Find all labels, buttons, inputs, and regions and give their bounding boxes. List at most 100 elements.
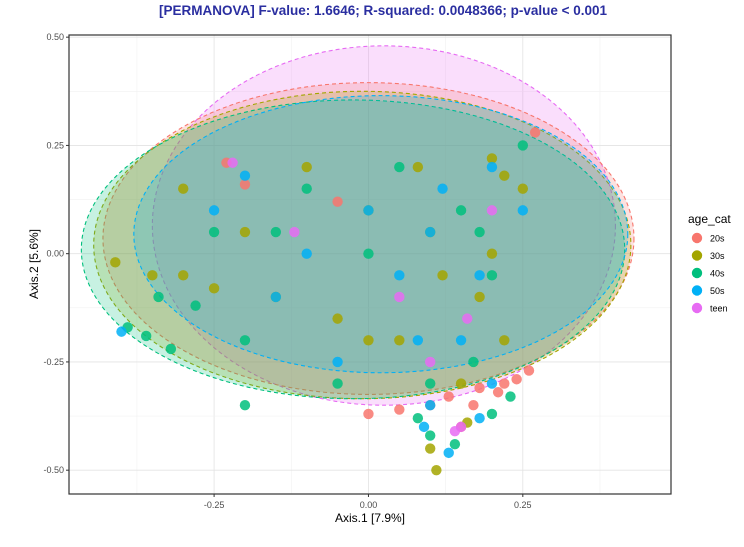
y-tick-label: -0.50 bbox=[43, 465, 64, 475]
point-20s bbox=[499, 378, 510, 389]
point-30s bbox=[499, 170, 510, 181]
point-40s bbox=[270, 226, 282, 238]
legend: age_cat 20s 30s 40s 50s teen bbox=[688, 212, 731, 314]
point-40s bbox=[332, 378, 343, 389]
point-50s bbox=[425, 400, 436, 411]
legend-label-40s: 40s bbox=[710, 269, 725, 279]
point-50s bbox=[270, 291, 282, 303]
point-40s bbox=[394, 161, 405, 173]
point-30s bbox=[178, 183, 189, 194]
x-axis-label: Axis.1 [7.9%] bbox=[335, 511, 405, 525]
point-20s bbox=[443, 391, 454, 402]
point-20s bbox=[474, 382, 485, 394]
point-teen bbox=[425, 356, 436, 368]
point-50s bbox=[455, 335, 467, 346]
point-50s bbox=[437, 183, 448, 194]
point-40s bbox=[239, 335, 251, 346]
point-30s bbox=[239, 226, 251, 238]
point-40s bbox=[363, 248, 374, 259]
point-40s bbox=[474, 226, 485, 238]
point-teen bbox=[486, 205, 498, 216]
point-40s bbox=[468, 356, 479, 368]
point-30s bbox=[517, 183, 529, 194]
point-50s bbox=[443, 447, 454, 459]
point-20s bbox=[332, 196, 343, 207]
point-30s bbox=[147, 270, 158, 281]
point-50s bbox=[418, 421, 430, 433]
point-20s bbox=[394, 404, 405, 415]
point-30s bbox=[425, 443, 436, 454]
legend-label-20s: 20s bbox=[710, 234, 725, 244]
y-tick-label: 0.25 bbox=[46, 140, 64, 150]
point-40s bbox=[140, 330, 152, 342]
legend-key-50s bbox=[691, 285, 703, 296]
point-50s bbox=[425, 226, 436, 238]
point-20s bbox=[523, 365, 535, 376]
point-40s bbox=[208, 226, 220, 238]
point-50s bbox=[486, 161, 498, 173]
point-40s bbox=[190, 300, 201, 311]
point-30s bbox=[394, 335, 405, 346]
point-50s bbox=[394, 270, 405, 281]
legend-label-50s: 50s bbox=[710, 286, 725, 296]
y-tick-label: 0.00 bbox=[46, 249, 64, 259]
point-30s bbox=[412, 161, 424, 173]
point-teen bbox=[289, 226, 300, 238]
point-40s bbox=[455, 205, 467, 216]
legend-key-40s bbox=[691, 267, 703, 279]
point-50s bbox=[474, 270, 485, 281]
ellipse-40s bbox=[80, 99, 626, 400]
point-30s bbox=[332, 313, 343, 324]
point-20s bbox=[363, 408, 374, 420]
point-teen bbox=[394, 291, 405, 303]
legend-title: age_cat bbox=[688, 212, 731, 226]
point-30s bbox=[486, 248, 498, 259]
y-axis-label: Axis.2 [5.6%] bbox=[27, 229, 41, 299]
y-tick-label: -0.25 bbox=[43, 357, 64, 367]
x-axis-ticks: -0.25 0.00 0.25 bbox=[204, 494, 532, 510]
point-30s bbox=[110, 257, 121, 268]
point-40s bbox=[517, 140, 529, 151]
y-tick-label: 0.50 bbox=[46, 32, 64, 42]
point-40s bbox=[412, 413, 424, 424]
point-50s bbox=[239, 170, 251, 181]
point-40s bbox=[425, 378, 436, 389]
point-50s bbox=[474, 413, 485, 424]
ellipse-teen bbox=[151, 45, 616, 406]
point-50s bbox=[363, 205, 374, 216]
point-50s bbox=[486, 378, 498, 389]
x-tick-label: 0.00 bbox=[360, 500, 378, 510]
point-teen bbox=[462, 313, 473, 324]
point-50s bbox=[332, 356, 343, 368]
legend-label-teen: teen bbox=[710, 304, 728, 314]
point-30s bbox=[486, 153, 498, 164]
point-50s bbox=[116, 326, 127, 337]
point-teen bbox=[227, 157, 238, 168]
point-40s bbox=[239, 400, 251, 411]
legend-key-teen bbox=[691, 302, 703, 314]
legend-label-30s: 30s bbox=[710, 251, 725, 261]
point-30s bbox=[301, 161, 312, 173]
point-30s bbox=[455, 378, 467, 389]
point-40s bbox=[153, 291, 164, 303]
point-40s bbox=[486, 270, 498, 281]
point-20s bbox=[239, 179, 251, 190]
legend-key-20s bbox=[691, 232, 703, 244]
point-40s bbox=[425, 430, 436, 441]
point-40s bbox=[301, 183, 312, 194]
point-teen bbox=[455, 421, 467, 433]
x-tick-label: 0.25 bbox=[514, 500, 532, 510]
point-50s bbox=[208, 205, 220, 216]
plot-border bbox=[68, 34, 672, 495]
ellipse-50s bbox=[133, 95, 629, 374]
point-30s bbox=[437, 270, 448, 281]
point-40s bbox=[449, 439, 461, 450]
point-30s bbox=[363, 335, 374, 346]
point-40s bbox=[505, 391, 516, 402]
point-40s bbox=[165, 343, 177, 355]
point-30s bbox=[499, 335, 510, 346]
point-30s bbox=[208, 283, 220, 294]
x-tick-label: -0.25 bbox=[204, 500, 225, 510]
gridlines bbox=[69, 35, 671, 494]
